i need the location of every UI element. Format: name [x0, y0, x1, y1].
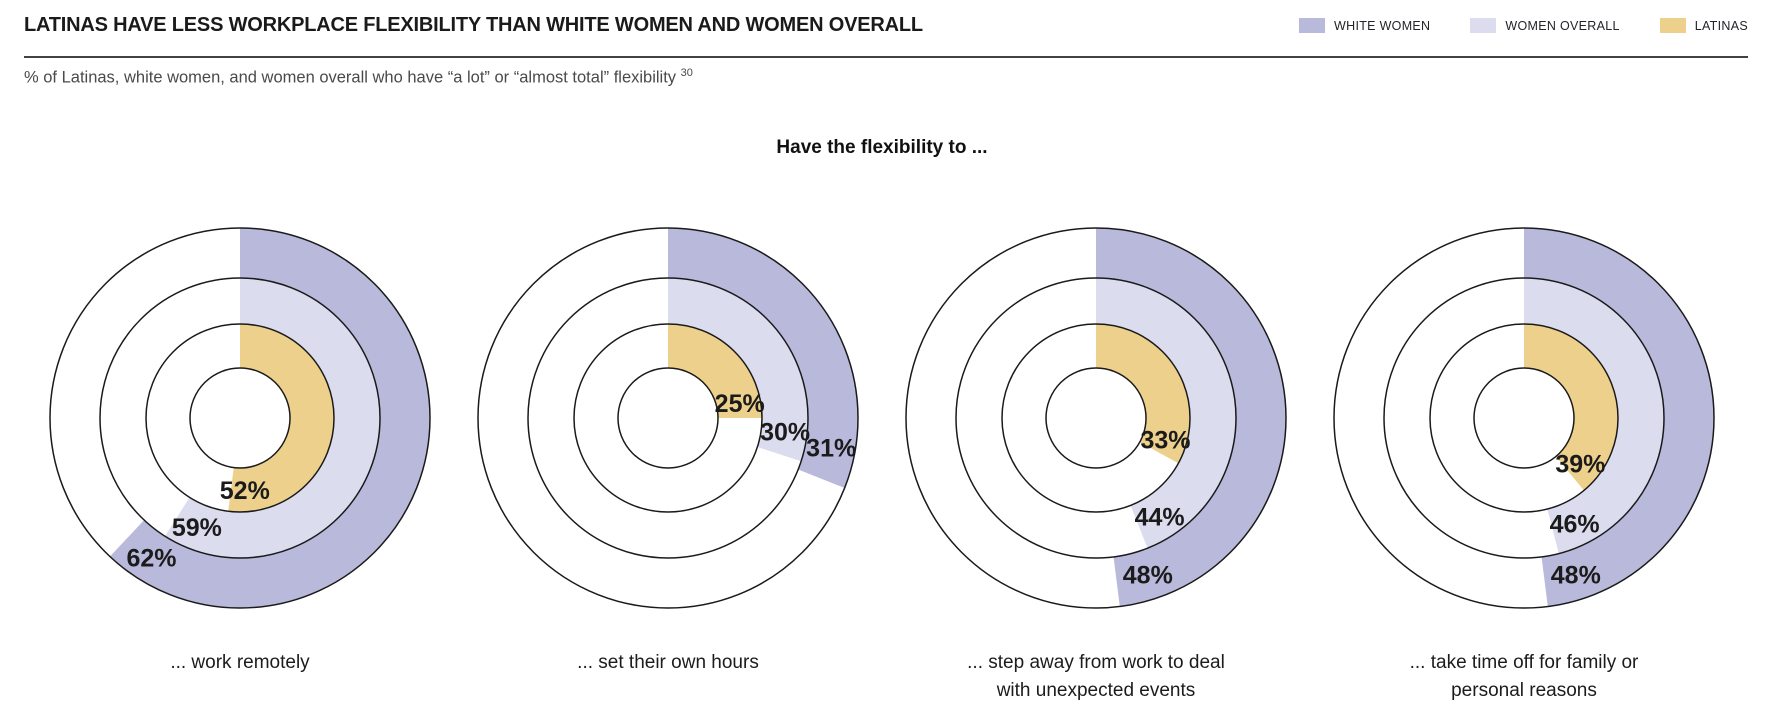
ring-segment	[668, 324, 762, 418]
ring-segment	[1096, 228, 1287, 607]
ring-outline	[1001, 323, 1191, 513]
ring-outline	[189, 367, 291, 469]
ring-chart-svg: 48% 46% 39%	[1333, 227, 1715, 609]
value-label: 48%	[1551, 562, 1601, 590]
ring-segment	[1524, 278, 1665, 554]
value-label: 39%	[1555, 450, 1605, 478]
ring-chart-own-hours: 31% 30% 25% ... set their own hours	[454, 223, 882, 705]
ring-outline	[955, 277, 1237, 559]
legend-label: LATINAS	[1694, 18, 1748, 33]
chart-subtitle: % of Latinas, white women, and women ove…	[24, 67, 693, 88]
chart-caption: ... set their own hours	[577, 652, 759, 673]
charts-row: 62% 59% 52% ... work remotely 31% 30% 25% ..…	[26, 223, 1738, 705]
ring-chart-svg: 62% 59% 52%	[49, 227, 431, 609]
ring-outline	[1429, 323, 1619, 513]
ring-segment	[109, 228, 431, 608]
value-label: 59%	[172, 514, 222, 542]
ring-outline	[573, 323, 763, 513]
ring-outline	[617, 367, 719, 469]
ring-outline	[527, 277, 809, 559]
ring-chart-svg: 31%30%25%	[477, 227, 859, 609]
value-label: 25%	[715, 390, 765, 418]
ring-outline	[99, 277, 381, 559]
legend: WHITE WOMEN WOMEN OVERALL LATINAS	[1299, 18, 1748, 33]
latinas-swatch	[1659, 18, 1686, 33]
value-label: 44%	[1135, 503, 1185, 531]
value-label: 30%	[760, 418, 810, 446]
chart-title: LATINAS HAVE LESS WORKPLACE FLEXIBILITY …	[24, 14, 923, 36]
women-overall-swatch	[1470, 18, 1497, 33]
ring-chart-work-remotely: 62% 59% 52% ... work remotely	[26, 223, 454, 705]
value-label: 46%	[1550, 511, 1600, 539]
header-divider	[24, 56, 1748, 58]
ring-outline	[477, 227, 859, 609]
value-label: 48%	[1123, 562, 1173, 590]
center-heading: Have the flexibility to ...	[776, 137, 988, 158]
ring-chart-time-off: 48% 46% 39% ... take time off for family o…	[1310, 223, 1738, 705]
white-women-swatch	[1299, 18, 1326, 33]
ring-chart-svg: 48% 44% 33%	[905, 227, 1287, 609]
value-label: 33%	[1140, 426, 1190, 454]
ring-segment	[1524, 228, 1715, 607]
chart-caption: ... take time off for family or personal…	[1409, 652, 1639, 701]
ring-outline	[145, 323, 335, 513]
value-label: 62%	[126, 545, 176, 573]
ring-segment	[1524, 324, 1618, 491]
ring-segment	[228, 324, 334, 512]
legend-item-white-women: WHITE WOMEN	[1299, 18, 1430, 33]
ring-segment	[1096, 324, 1190, 464]
ring-outline	[1383, 277, 1665, 559]
legend-label: WOMEN OVERALL	[1505, 18, 1620, 33]
ring-outline	[905, 227, 1287, 609]
ring-segment	[164, 278, 380, 558]
legend-item-latinas: LATINAS	[1659, 18, 1748, 33]
chart-caption: ... work remotely	[170, 652, 310, 673]
value-label: 31%	[806, 435, 856, 463]
ring-outline	[1333, 227, 1715, 609]
chart-caption: ... step away from work to deal with une…	[967, 652, 1225, 701]
header: LATINAS HAVE LESS WORKPLACE FLEXIBILITY …	[24, 14, 1748, 37]
legend-item-women-overall: WOMEN OVERALL	[1470, 18, 1619, 33]
ring-segment	[1096, 278, 1236, 549]
ring-chart-step-away: 48% 44% 33% ... step away from work to dea…	[882, 223, 1310, 705]
ring-outline	[1473, 367, 1575, 469]
ring-segment	[668, 278, 808, 462]
value-label: 52%	[220, 477, 270, 505]
subtitle-text: % of Latinas, white women, and women ove…	[24, 68, 677, 87]
legend-label: WHITE WOMEN	[1334, 18, 1431, 33]
ring-outline	[1045, 367, 1147, 469]
footnote-marker: 30	[680, 67, 693, 79]
ring-outline	[49, 227, 431, 609]
